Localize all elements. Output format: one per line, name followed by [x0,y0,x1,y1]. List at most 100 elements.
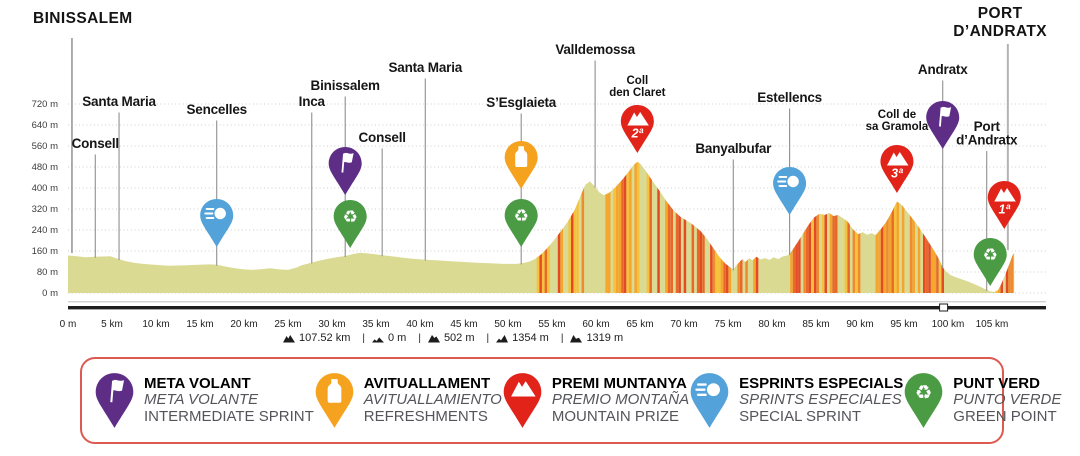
stat-total-descent: 1319 m [570,332,623,344]
stat-max-altitude: 502 m [427,332,496,344]
axis-shadow-line [68,301,1046,303]
stat-max-altitude-value: 502 m [443,332,475,344]
town-label: Consell [358,130,405,145]
x-tick-label: 25 km [274,319,301,330]
mountain-prize-pin-icon [502,372,543,429]
y-tick-label: 240 m [32,225,58,236]
town-label: Valldemossa [555,42,635,57]
town-label: Andratx [918,62,968,77]
green-point-pin-icon: ♻ [903,372,944,429]
x-tick-label: 20 km [230,319,257,330]
legend-item-avituallament: AVITUALLAMENT AVITUALLAMIENTO REFRESHMEN… [314,372,502,429]
x-tick-label: 45 km [450,319,477,330]
town-label: Consell [72,136,119,151]
legend-label-ca: META VOLANT [144,374,251,392]
meta-volant-pin [328,147,362,195]
avituallament-legend-pin [315,373,354,428]
y-tick-label: 160 m [32,246,58,257]
legend-label-en: REFRESHMENTS [363,407,488,425]
recycle-icon: ♻ [915,382,932,404]
stat-total-ascent: 1354 m [496,332,570,344]
stat-distance: 107.52 km [283,332,372,344]
recycle-icon: ♻ [343,208,358,227]
y-tick-label: 400 m [32,183,58,194]
town-label: Sencelles [186,102,247,117]
climb-category-label: 2ª [631,127,644,141]
finish-title-line1: PORT [977,5,1023,22]
x-tick-label: 40 km [406,319,433,330]
meta-volant-pin [95,373,134,428]
route-markers: Consell Santa Maria Sencelles IncaBinissale… [72,42,1021,291]
legend-item-text: PREMI MUNTANYA PREMIO MONTAÑA MOUNTAIN P… [551,374,689,426]
x-tick-label: 85 km [802,319,829,330]
town-label: S’Esglaieta [486,95,557,110]
legend-label-es: META VOLANTE [144,391,259,409]
esprint-especial-legend-pin [690,373,729,428]
marker-estellencs: Estellencs [757,90,822,256]
legend-label-ca: PREMI MUNTANYA [551,374,687,392]
esprint-especial-pin [200,199,234,247]
marker-consell-2: Consell [358,130,406,257]
premi-muntanya-pin [503,373,542,428]
route-distance-icon [283,334,295,342]
mountain-icon [994,188,1016,202]
y-tick-label: 480 m [32,162,58,173]
town-label: Santa Maria [388,60,462,75]
punt-verd-pin: ♻ [504,199,538,247]
punt-verd-pin: ♻ [973,238,1007,286]
marker-s-esglaieta: S’Esglaieta ♻ [486,95,557,265]
recycle-icon: ♻ [514,207,529,226]
legend-item-text: AVITUALLAMENT AVITUALLAMIENTO REFRESHMEN… [363,374,502,426]
x-tick-label: 35 km [362,319,389,330]
marker-andratx: Andratx [918,62,968,269]
climb-label: Coll [626,75,648,87]
avituallament-pin [504,141,538,189]
x-tick-label: 75 km [714,319,741,330]
y-tick-label: 80 m [37,267,58,278]
mountain-icon [886,152,909,166]
legend-label-ca: ESPRINTS ESPECIALS [739,374,904,392]
x-tick-label: 50 km [494,319,521,330]
legend-label-en: SPECIAL SPRINT [739,407,862,425]
town-label: d’Andratx [956,133,1018,148]
max-altitude-icon [427,334,440,342]
legend-label-en: MOUNTAIN PRIZE [551,407,680,425]
y-tick-label: 720 m [32,99,58,110]
x-tick-label: 70 km [670,319,697,330]
stat-min-altitude-value: 0 m [387,332,407,344]
y-axis-labels: 720 m 640 m 560 m 480 m 400 m 320 m 240 m 160 m… [32,99,58,299]
x-tick-label: 60 km [582,319,609,330]
x-tick-label: 10 km [142,319,169,330]
mountain-icon [627,112,649,126]
meta-volant-pin-icon [94,372,135,429]
x-tick-label: 15 km [186,319,213,330]
mountain-icon [510,381,536,397]
marker-inca: Inca [299,94,326,264]
punt-verd-pin: ♻ [333,200,367,248]
stage-stats-bar: 107.52 km 0 m 502 m 1354 m 1319 m [283,332,623,344]
marker-consell-1: Consell [72,136,119,258]
marker-santa-maria-2: Santa Maria [388,60,463,261]
marker-santa-maria-1: Santa Maria [82,94,157,261]
x-tick-label: 55 km [538,319,565,330]
town-label: Binissalem [311,78,380,93]
meta-volant-legend-pin [95,373,134,428]
x-tick-label: 5 km [101,319,123,330]
premi-muntanya-legend-pin [503,373,542,428]
total-ascent-icon [496,334,509,342]
total-descent-icon [570,334,583,342]
stat-total-ascent-value: 1354 m [512,332,549,344]
avituallament-pin [315,373,354,428]
punt-verd-pin: ♻ [904,373,943,428]
legend-item-punt-verd: ♻ PUNT VERD PUNTO VERDE GREEN POINT [903,372,1061,429]
premi-muntanya-pin: 1ª [987,181,1021,229]
legend-label-ca: AVITUALLAMENT [363,374,491,392]
town-label: Port [974,119,1001,134]
marker-valldemossa: Valldemossa [555,42,636,188]
climb-label: Coll de [878,109,916,121]
axis-point-marker [939,303,949,312]
elevation-area [68,161,1015,293]
x-tick-label: 100 km [932,319,965,330]
